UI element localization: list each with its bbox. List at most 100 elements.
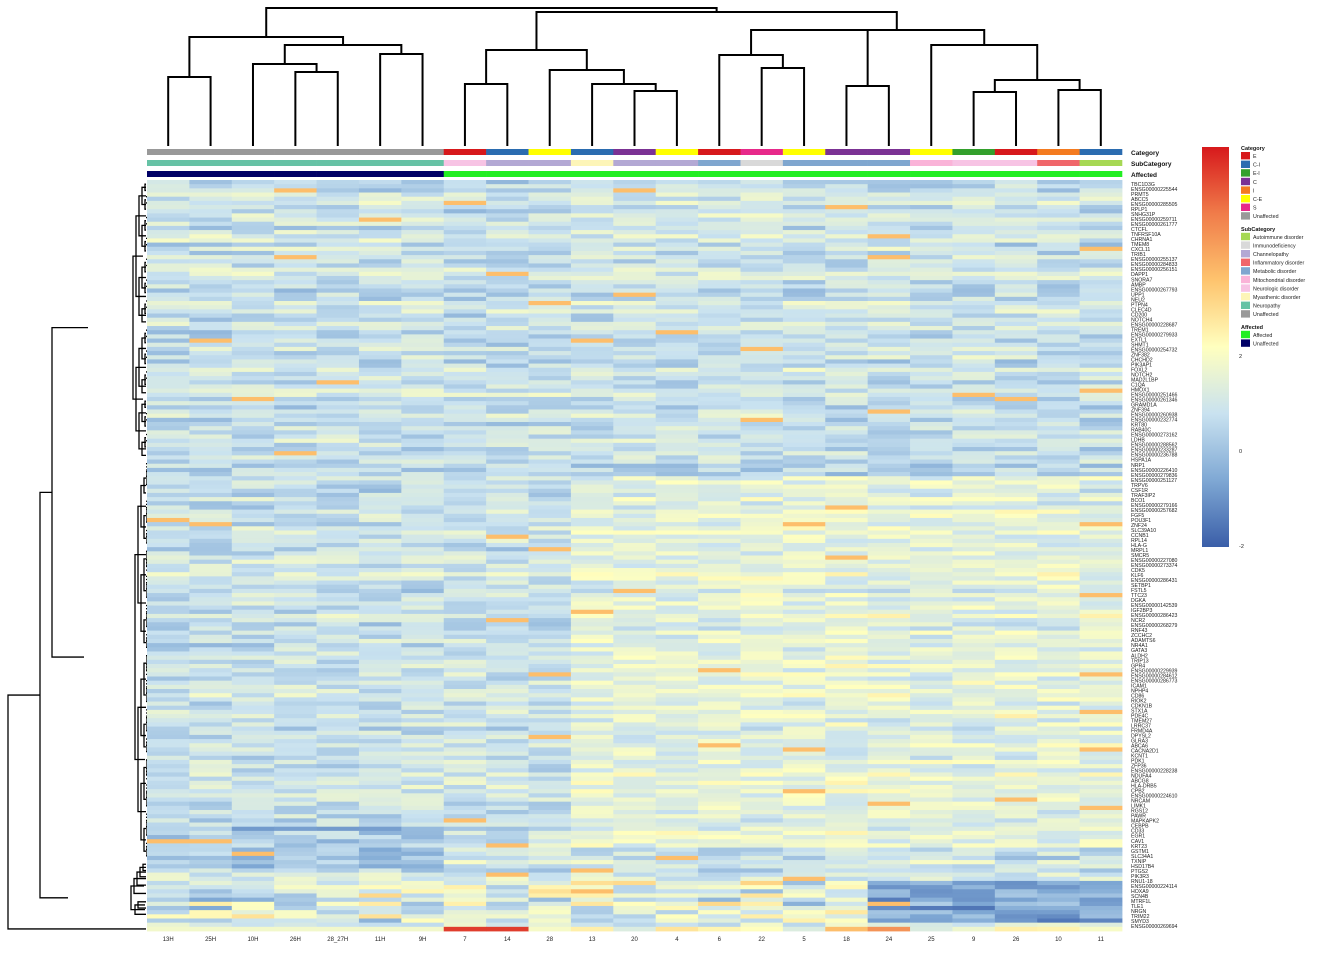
heatmap-cell [274, 609, 317, 615]
heatmap-cell [147, 922, 190, 928]
heatmap-cell [486, 872, 529, 878]
heatmap-cell [443, 426, 487, 431]
heatmap-cell [316, 317, 360, 323]
heatmap-cell [358, 522, 402, 527]
heatmap-cell [1037, 551, 1081, 556]
heatmap-cell [994, 901, 1038, 907]
heatmap-cell [528, 618, 572, 623]
heatmap-cell [316, 572, 360, 577]
heatmap-cell [486, 597, 529, 602]
heatmap-cell [655, 480, 699, 485]
heatmap-cell [613, 355, 657, 360]
heatmap-cell [528, 284, 572, 289]
heatmap-cell [740, 814, 784, 819]
heatmap-cell [316, 822, 360, 828]
legend-label: C-I [1253, 163, 1260, 169]
heatmap-cell [570, 597, 614, 602]
heatmap-cell [910, 426, 953, 431]
heatmap-cell [740, 225, 784, 231]
row-label: ENSG00000273374 [1131, 563, 1178, 569]
heatmap-cell [189, 693, 233, 698]
heatmap-cell [825, 789, 869, 794]
heatmap-cell [1037, 822, 1081, 828]
heatmap-cell [189, 722, 233, 727]
heatmap-cell [910, 384, 953, 390]
heatmap-cell [782, 759, 826, 765]
heatmap-cell [1037, 743, 1081, 748]
heatmap-cell [867, 864, 911, 869]
heatmap-cell [655, 192, 699, 198]
heatmap-cell [486, 463, 529, 469]
heatmap-cell [147, 413, 190, 419]
heatmap-cell [655, 826, 699, 832]
heatmap-cell [613, 910, 657, 915]
heatmap-cell [443, 230, 487, 235]
heatmap-cell [401, 918, 445, 924]
heatmap-cell [401, 180, 445, 185]
row-label: ENSG00000255137 [1131, 257, 1178, 263]
heatmap-cell [401, 463, 445, 469]
dendrogram-link [146, 470, 148, 486]
heatmap-cell [910, 726, 953, 732]
heatmap-cell [994, 401, 1038, 406]
heatmap-cell [486, 451, 529, 456]
heatmap-cell [825, 897, 869, 903]
heatmap-cell [358, 296, 402, 302]
heatmap-cell [316, 255, 360, 260]
heatmap-cell [528, 885, 572, 890]
row-label: ABCC5 [1131, 197, 1148, 203]
heatmap-cell [698, 338, 741, 344]
heatmap-cell [1079, 217, 1123, 223]
heatmap-cell [401, 810, 445, 815]
heatmap-cell [910, 275, 953, 281]
row-label: ENSG00000285505 [1131, 202, 1178, 208]
heatmap-cell [486, 743, 529, 748]
heatmap-cell [952, 280, 996, 285]
heatmap-cell [528, 860, 572, 865]
heatmap-cell [825, 726, 869, 732]
heatmap-cell [486, 488, 529, 494]
heatmap-cell [782, 326, 826, 331]
heatmap-cell [401, 259, 445, 264]
heatmap-cell [867, 413, 911, 419]
heatmap-cell [1037, 192, 1081, 198]
heatmap-cell [782, 789, 826, 794]
heatmap-cell [698, 914, 741, 919]
heatmap-cell [910, 330, 953, 335]
heatmap-cell [825, 893, 869, 899]
heatmap-cell [994, 317, 1038, 323]
heatmap-cell [910, 618, 953, 623]
heatmap-cell [1037, 376, 1081, 381]
heatmap-cell [655, 864, 699, 869]
heatmap-cell [528, 384, 572, 390]
subcategory-annotation-cell [825, 160, 868, 166]
row-label: CTCFL [1131, 227, 1148, 233]
heatmap-cell [952, 680, 996, 686]
heatmap-cell [740, 417, 784, 423]
heatmap-cell [486, 563, 529, 569]
heatmap-cell [782, 459, 826, 465]
heatmap-cell [1037, 417, 1081, 423]
heatmap-cell [358, 472, 402, 477]
heatmap-cell [655, 730, 699, 736]
heatmap-cell [316, 797, 360, 803]
heatmap-cell [358, 409, 402, 415]
heatmap-cell [189, 451, 233, 456]
heatmap-cell [443, 914, 487, 919]
column-label: 11H [375, 937, 386, 943]
heatmap-cell [231, 618, 275, 623]
heatmap-cell [358, 501, 402, 506]
heatmap-cell [1037, 480, 1081, 485]
heatmap-cell [401, 780, 445, 786]
heatmap-cell [740, 192, 784, 198]
heatmap-cell [486, 709, 529, 715]
heatmap-cell [528, 643, 572, 648]
heatmap-cell [274, 730, 317, 736]
heatmap-cell [231, 459, 275, 465]
heatmap-cell [443, 572, 487, 577]
heatmap-cell [910, 759, 953, 765]
heatmap-cell [528, 638, 572, 644]
heatmap-cell [740, 872, 784, 878]
heatmap-cell [358, 843, 402, 848]
heatmap-cell [867, 885, 911, 890]
